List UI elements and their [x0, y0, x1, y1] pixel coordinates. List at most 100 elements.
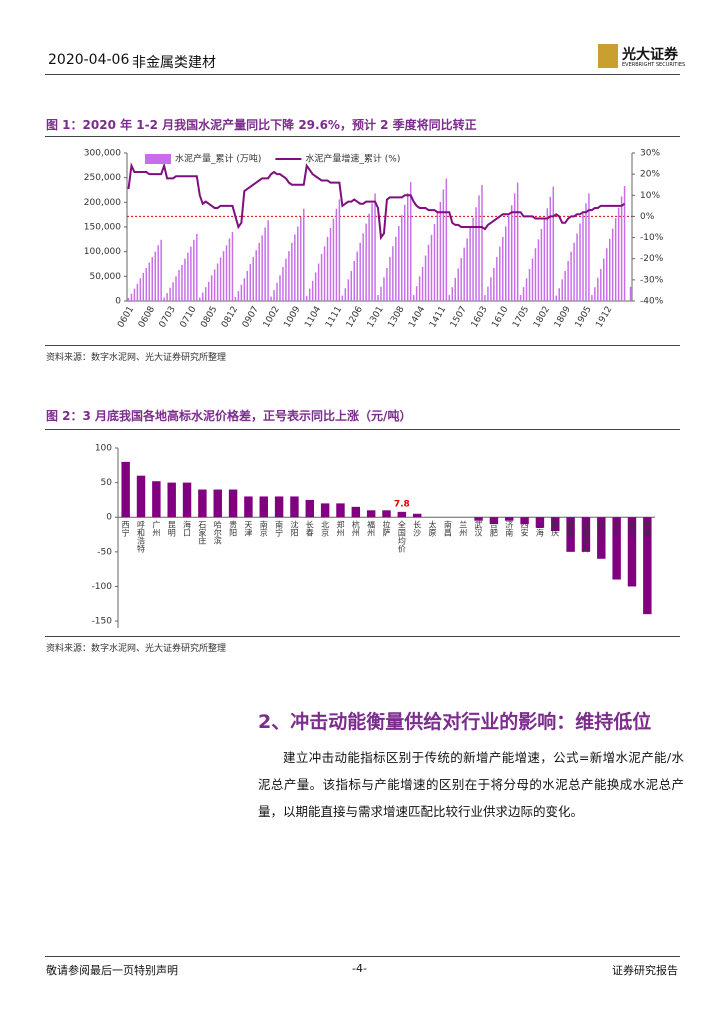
y-tick-label: -30%: [640, 275, 664, 285]
bar: [581, 517, 591, 552]
bar: [427, 244, 430, 301]
line-series: [128, 166, 630, 279]
y-tick-label: 20%: [640, 170, 660, 180]
y-tick-label: 50: [101, 478, 113, 488]
x-tick-label: 1912: [594, 305, 614, 330]
bar: [487, 286, 489, 301]
bar: [351, 506, 361, 518]
x-tick-label: 1603: [470, 305, 490, 330]
bar: [356, 251, 358, 301]
x-tick-label: 1301: [366, 305, 386, 330]
x-tick-label: 0805: [199, 305, 219, 330]
bar: [249, 264, 252, 301]
bar: [478, 195, 480, 301]
bar: [516, 182, 519, 301]
x-tick-label: 武汉: [474, 519, 483, 537]
footer-rule: [45, 956, 680, 957]
bar: [597, 517, 606, 559]
x-tick-label: 1308: [386, 305, 406, 330]
bar: [558, 288, 560, 301]
bar: [499, 246, 501, 301]
bar: [182, 482, 192, 518]
bar: [460, 258, 462, 301]
bar: [228, 489, 238, 518]
bar: [412, 295, 415, 301]
footer-label: 证券研究报告: [612, 964, 678, 977]
y-tick-label: -10%: [640, 233, 664, 243]
x-tick-label: 1009: [282, 305, 302, 330]
bar: [528, 268, 531, 301]
bar: [234, 297, 237, 301]
bar: [643, 517, 652, 615]
bar: [172, 282, 174, 301]
bar: [481, 185, 483, 301]
bar: [347, 279, 350, 301]
bar: [377, 295, 379, 301]
bar: [199, 297, 201, 301]
bar: [606, 248, 608, 301]
x-tick-label: 沈阳: [290, 519, 299, 537]
bar: [288, 251, 290, 301]
x-tick-label: 兰州: [459, 519, 468, 536]
bar: [274, 496, 284, 518]
bar: [207, 281, 210, 301]
x-tick-label: 拉萨: [382, 519, 391, 537]
bar: [519, 295, 522, 301]
bar: [546, 208, 549, 301]
x-tick-label: 长春: [305, 519, 314, 536]
x-tick-label: 1610: [490, 305, 510, 330]
bar: [222, 251, 225, 301]
y-tick-label: -20%: [640, 254, 664, 264]
bar: [424, 255, 427, 301]
y-tick-label: 100: [95, 444, 112, 454]
bar: [225, 245, 228, 301]
x-tick-label: 石家庄: [198, 520, 207, 545]
bar: [502, 236, 504, 301]
bar: [237, 291, 240, 301]
bar: [273, 290, 275, 301]
bar: [507, 215, 510, 301]
x-tick-label: 天津: [244, 520, 253, 537]
x-tick-label: 福州: [367, 520, 376, 536]
y-tick-label: -100: [92, 582, 113, 592]
x-tick-label: 厦门: [627, 520, 636, 537]
bar: [121, 461, 130, 518]
bar: [276, 282, 278, 301]
bar: [167, 482, 176, 518]
bar: [127, 298, 130, 301]
bar: [290, 496, 299, 518]
header-rule: [45, 74, 680, 75]
bar: [202, 292, 204, 301]
bar: [608, 238, 611, 301]
bar: [412, 513, 422, 518]
bar: [169, 287, 171, 301]
bar: [579, 223, 581, 301]
bar: [311, 280, 314, 301]
figure-source: 资料来源：数字水泥网、光大证券研究所整理: [46, 644, 227, 654]
x-tick-label: 呼和浩特: [137, 519, 146, 552]
y-tick-label: 0: [115, 297, 121, 307]
bar: [187, 252, 189, 301]
bar: [406, 192, 409, 301]
bar: [552, 186, 555, 301]
bar: [228, 238, 231, 301]
report-sector: 非金属类建材: [132, 55, 216, 71]
bar: [291, 242, 293, 301]
bar: [389, 257, 391, 301]
bar: [145, 267, 148, 301]
bar: [130, 293, 133, 301]
x-tick-label: 1206: [345, 305, 365, 330]
bar: [386, 267, 388, 301]
bar: [493, 267, 495, 301]
bar: [392, 246, 394, 301]
bar: [366, 510, 376, 518]
bar: [555, 295, 557, 301]
bar: [421, 266, 424, 301]
bar: [380, 286, 382, 301]
bar: [566, 517, 575, 552]
bar: [451, 287, 454, 301]
bar: [603, 258, 605, 301]
bar: [332, 218, 335, 301]
bar: [264, 227, 266, 301]
